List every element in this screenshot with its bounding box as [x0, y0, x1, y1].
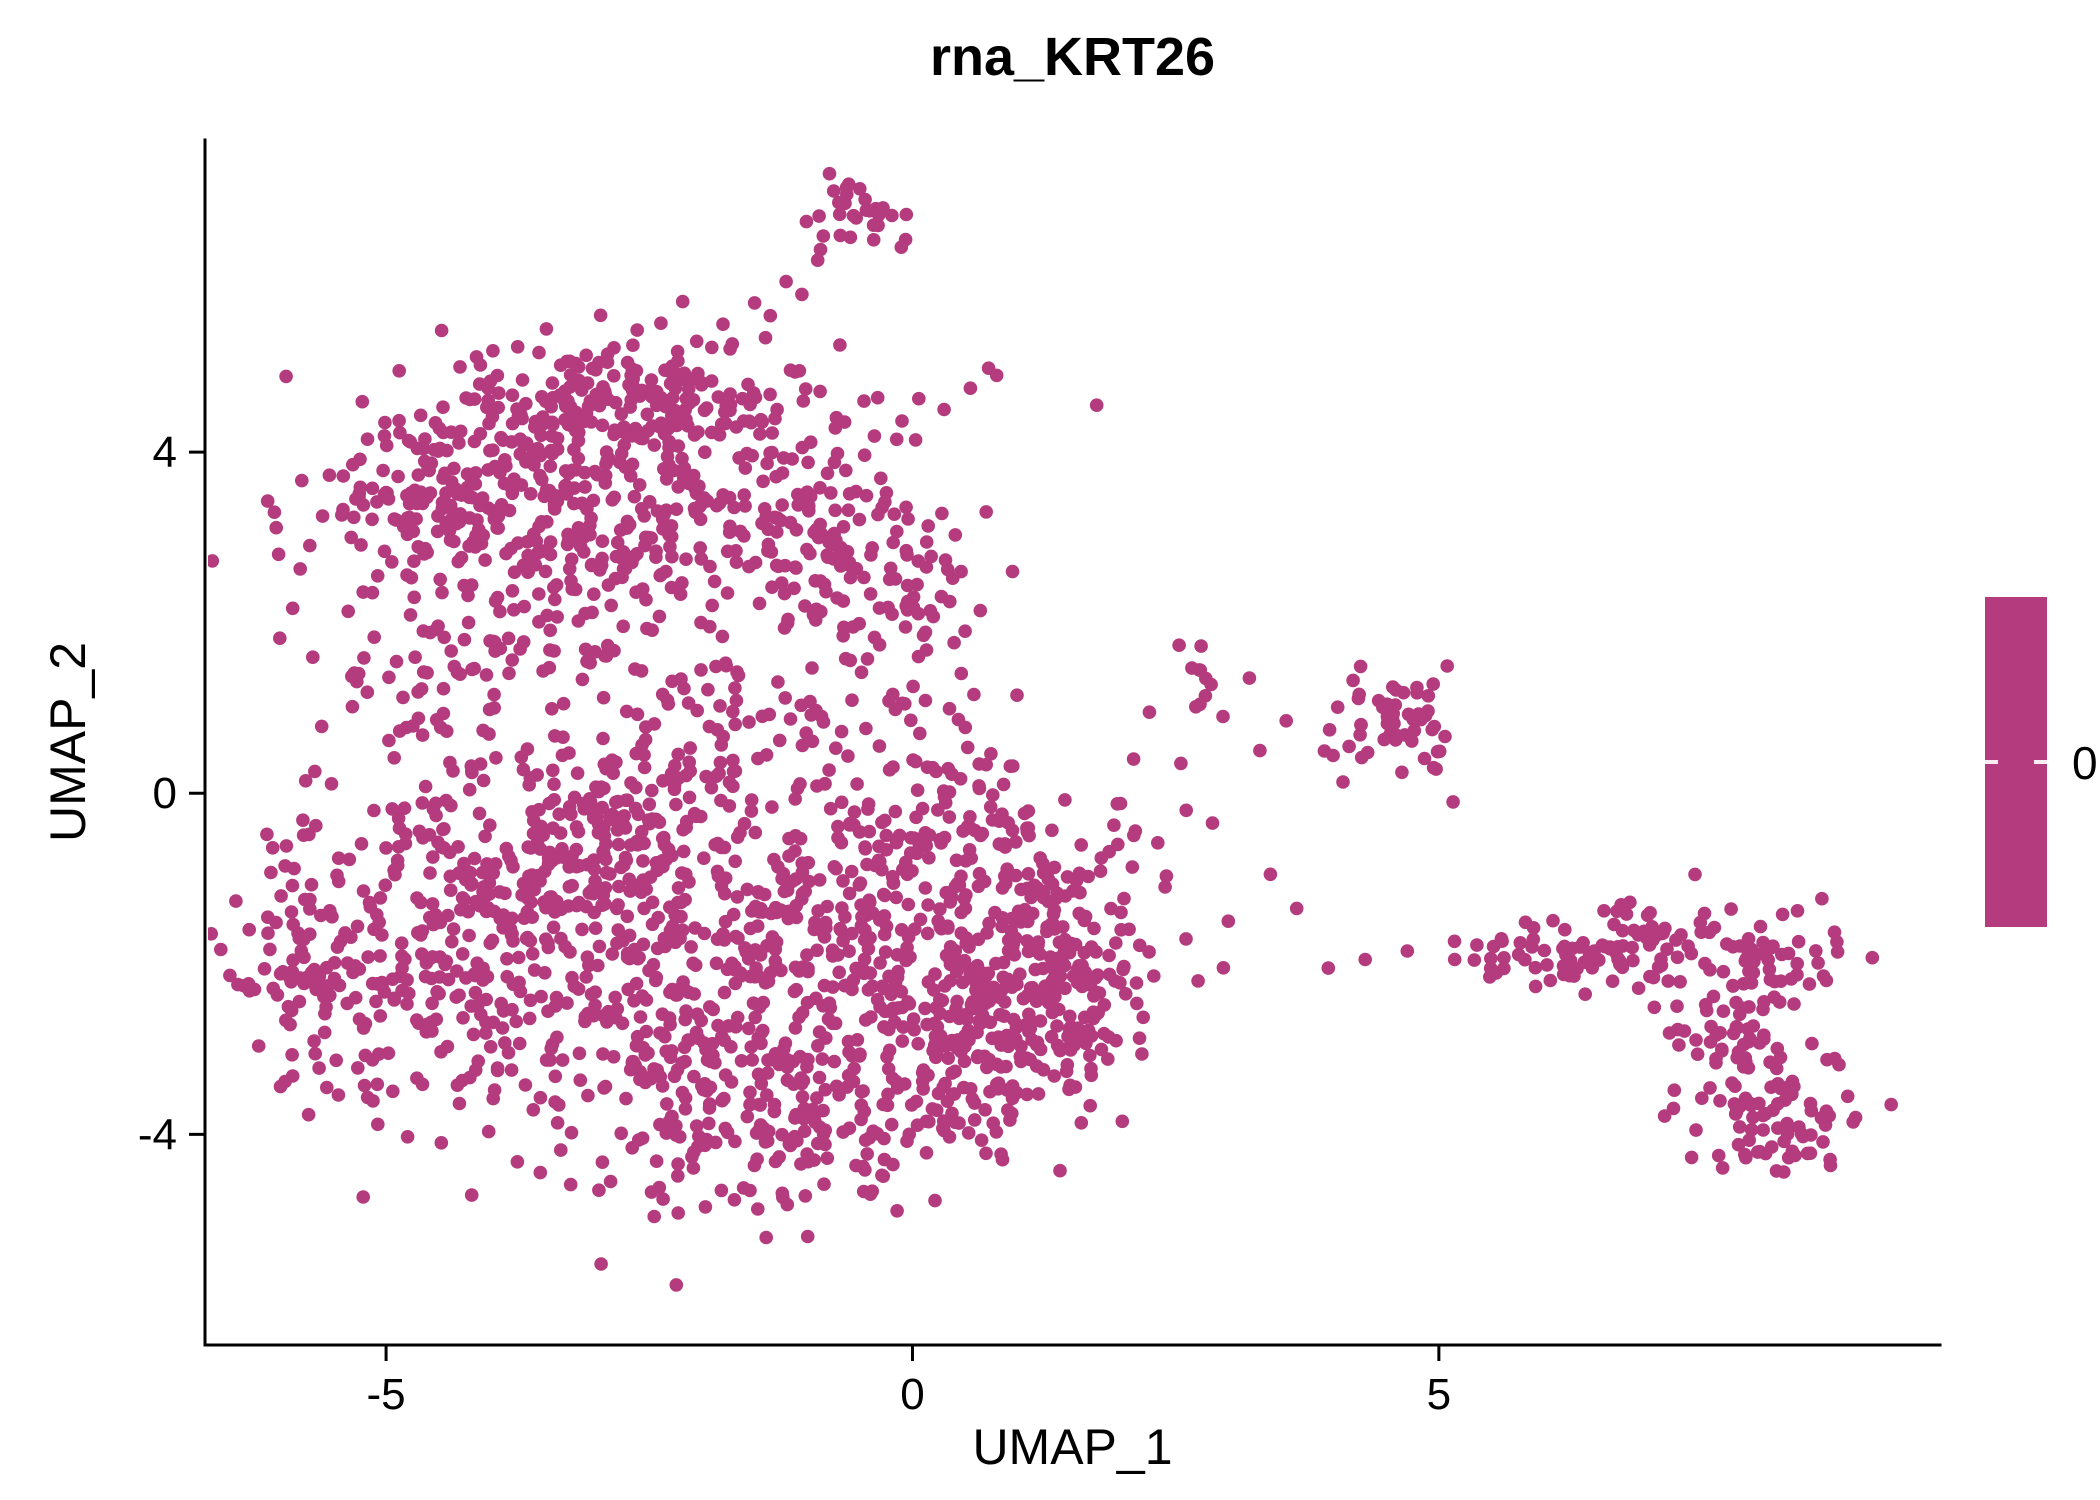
- svg-text:0: 0: [900, 1370, 924, 1419]
- scatter-points: [208, 166, 1898, 1292]
- svg-text:0: 0: [153, 769, 177, 818]
- chart-title: rna_KRT26: [929, 27, 1216, 87]
- legend-colorbar: [1985, 597, 2047, 927]
- legend-tick-label: 0: [2072, 737, 2098, 789]
- svg-text:4: 4: [153, 428, 177, 477]
- colorbar-tick-right: [2034, 760, 2047, 764]
- colorbar-tick-left: [1985, 760, 1998, 764]
- x-axis-label: UMAP_1: [972, 1419, 1173, 1475]
- axis-ticks: -5 0 5 -4 0 4: [138, 428, 1451, 1419]
- svg-text:-4: -4: [138, 1110, 177, 1159]
- svg-text:5: 5: [1427, 1370, 1451, 1419]
- svg-text:-5: -5: [367, 1370, 406, 1419]
- axis-lines: [203, 138, 1942, 1347]
